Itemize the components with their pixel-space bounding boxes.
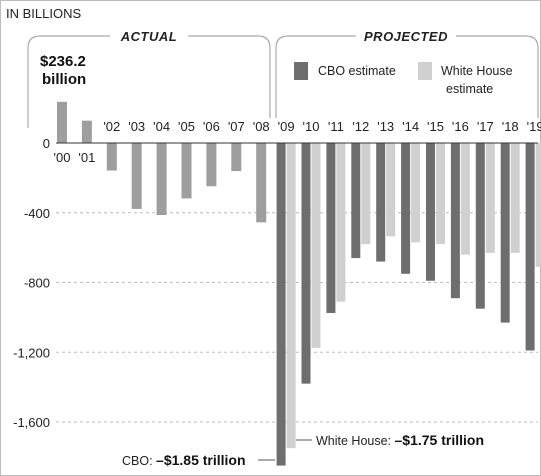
x-tick-label: '13 [377, 119, 394, 134]
x-tick-label: '19 [527, 119, 541, 134]
x-tick-label: '18 [502, 119, 519, 134]
x-tick-label: '17 [477, 119, 494, 134]
y-tick-labels: 0 -400 -800 -1,200 -1,600 [13, 136, 50, 430]
bar-white-house [436, 143, 445, 245]
bar-white-house [510, 143, 520, 253]
legend-label-white-house-line2: estimate [446, 82, 493, 96]
x-tick-label: '11 [328, 119, 344, 134]
x-tick-label: '09 [278, 119, 295, 134]
bar-white-house [336, 143, 346, 302]
x-tick-label: '01 [78, 150, 95, 165]
legend-swatch-white-house [418, 62, 432, 80]
bar-actual [156, 143, 167, 216]
gridlines [56, 212, 538, 423]
bar-white-house [411, 143, 421, 243]
bar-white-house [361, 143, 371, 245]
bar-cbo [326, 143, 336, 314]
x-tick-label: '00 [54, 150, 71, 165]
x-tick-label: '02 [103, 119, 120, 134]
x-tick-label: '04 [153, 119, 170, 134]
bar-cbo [450, 143, 460, 299]
x-tick-label: '06 [203, 119, 220, 134]
bar-cbo [426, 143, 435, 281]
bar-actual [206, 143, 217, 187]
legend-swatch-cbo [294, 62, 308, 80]
bar-actual [81, 120, 92, 143]
wh-callout-prefix: White House: [316, 434, 395, 448]
legend-label-cbo: CBO estimate [318, 64, 396, 78]
projected-bracket-left [275, 35, 356, 118]
wh-callout-label: White House: –$1.75 trillion [316, 432, 484, 448]
unit-label: IN BILLIONS [6, 6, 81, 21]
x-tick-label: '14 [402, 119, 419, 134]
y-tick-label: -1,200 [13, 345, 50, 360]
peak-value: $236.2 [40, 53, 86, 70]
y-tick-label: -1,600 [13, 415, 50, 430]
bar-cbo [475, 143, 485, 309]
legend-label-white-house-line1: White House [441, 64, 513, 78]
bar-actual [256, 143, 267, 223]
bar-white-house [485, 143, 495, 253]
x-tick-label: '07 [228, 119, 245, 134]
x-tick-label: '12 [352, 119, 369, 134]
x-tick-label: '15 [427, 119, 444, 134]
bar-actual [181, 143, 192, 199]
bar-white-house [535, 143, 541, 267]
bar-cbo [351, 143, 361, 259]
projected-bracket-right [456, 35, 539, 118]
bars [57, 101, 541, 466]
bar-cbo [276, 143, 286, 466]
x-tick-labels: '00 '01 '02 '03 '04 '05 '06 '07 '08 '09 '10 '11 '12 '… [54, 119, 541, 165]
x-tick-label: '08 [253, 119, 270, 134]
bar-white-house [386, 143, 396, 237]
bar-actual [106, 143, 117, 171]
bar-cbo [301, 143, 311, 384]
section-actual: ACTUAL [120, 29, 177, 44]
section-projected: PROJECTED [364, 29, 448, 44]
bar-white-house [311, 143, 321, 348]
cbo-callout-value: –$1.85 trillion [156, 452, 245, 468]
cbo-callout-label: CBO: –$1.85 trillion [122, 452, 246, 468]
x-tick-label: '03 [128, 119, 145, 134]
y-tick-label: -400 [24, 206, 50, 221]
bar-cbo [401, 143, 411, 274]
y-tick-label: 0 [43, 136, 50, 151]
bar-actual [131, 143, 142, 209]
bar-white-house [460, 143, 470, 255]
y-tick-label: -800 [24, 276, 50, 291]
x-tick-label: '16 [452, 119, 469, 134]
x-tick-label: '10 [303, 119, 320, 134]
x-tick-label: '05 [178, 119, 195, 134]
wh-callout-value: –$1.75 trillion [395, 432, 484, 448]
peak-unit: billion [42, 71, 86, 88]
bar-actual [231, 143, 242, 172]
bar-actual [57, 101, 67, 143]
bar-cbo [500, 143, 510, 323]
bar-white-house [286, 143, 296, 449]
bar-cbo [376, 143, 386, 262]
actual-bracket-left [27, 35, 110, 128]
cbo-callout-prefix: CBO: [122, 454, 156, 468]
actual-bracket-right [188, 35, 271, 118]
bar-cbo [525, 143, 535, 351]
